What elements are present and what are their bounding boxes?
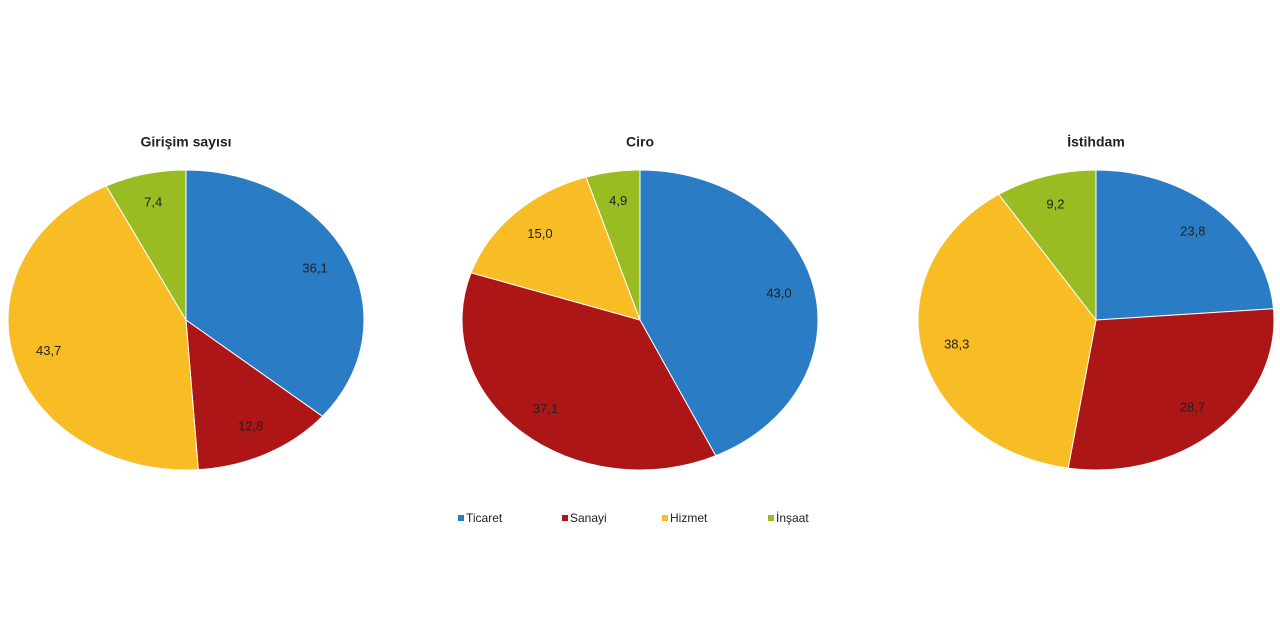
pie-slice [585, 169, 641, 321]
data-label: 9,2 [1046, 196, 1064, 211]
legend-label: Hizmet [670, 511, 708, 525]
legend: Ticaret Sanayi Hizmet İnşaat [458, 511, 809, 525]
data-label: 38,3 [944, 337, 969, 352]
legend-swatch [458, 515, 464, 521]
data-label: 4,9 [609, 193, 627, 208]
legend-label: İnşaat [776, 511, 809, 525]
pie-slice [105, 169, 187, 322]
chart-title: Girişim sayısı [140, 134, 231, 150]
pie-slice [997, 169, 1097, 322]
data-label: 36,1 [302, 261, 327, 276]
pie-slice [639, 169, 819, 457]
pie-slice [470, 176, 641, 321]
chart-title: İstihdam [1067, 134, 1125, 150]
pie-slice [185, 318, 324, 471]
legend-swatch [562, 515, 568, 521]
legend-label: Ticaret [466, 511, 503, 525]
pie-slice [185, 169, 365, 417]
data-label: 28,7 [1180, 400, 1205, 415]
legend-swatch [768, 515, 774, 521]
pie-slice [7, 185, 199, 471]
data-label: 15,0 [527, 226, 552, 241]
chart-title: Ciro [626, 134, 654, 150]
data-label: 23,8 [1180, 223, 1205, 238]
pie-slice [461, 272, 717, 471]
data-label: 7,4 [144, 195, 162, 210]
pie-slice [1095, 169, 1275, 321]
data-label: 37,1 [533, 401, 558, 416]
data-label: 43,7 [36, 343, 61, 358]
legend-label: Sanayi [570, 511, 607, 525]
data-label: 12,8 [238, 418, 263, 433]
data-label: 43,0 [766, 285, 791, 300]
pie-slice [1067, 308, 1275, 471]
legend-swatch [662, 515, 668, 521]
